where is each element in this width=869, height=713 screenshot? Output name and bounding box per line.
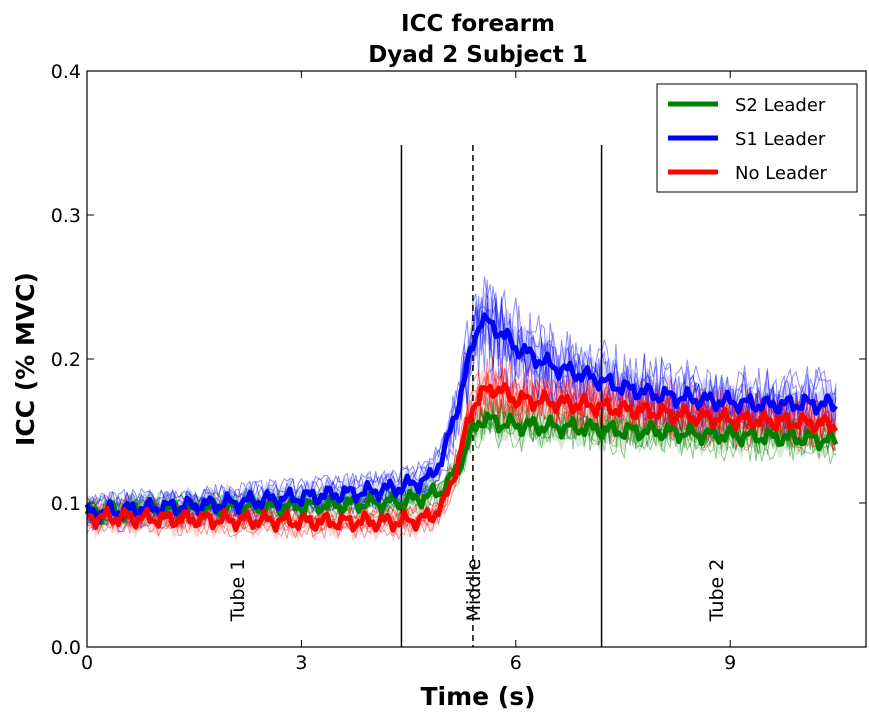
series-line-2 [86,382,839,533]
legend-label-0: S2 Leader [735,95,826,116]
y-tick-label-4: 0.4 [51,61,81,83]
legend: S2 Leader S1 Leader No Leader [656,83,858,193]
x-tick-label-2: 6 [510,652,522,674]
y-axis-label: ICC (% MVC) [11,272,40,446]
x-axis-label: Time (s) [420,682,535,711]
region-label-0: Tube 1 [227,559,249,623]
series-lines [84,312,839,533]
series-line-1 [84,312,838,525]
region-dividers [400,145,603,647]
legend-label-1: S1 Leader [735,129,826,150]
legend-label-2: No Leader [735,163,828,184]
chart-title: ICC forearm [401,11,555,37]
axis-ticks: 0 3 6 9 0.0 0.1 0.2 0.3 0.4 [51,61,866,674]
y-tick-label-2: 0.2 [51,349,81,371]
region-label-2: Tube 2 [706,559,728,623]
chart-subtitle: Dyad 2 Subject 1 [368,42,588,68]
x-tick-label-3: 9 [724,652,736,674]
x-tick-label-1: 3 [295,652,307,674]
y-tick-label-1: 0.1 [51,493,81,515]
trace-1-1 [86,292,837,510]
region-label-1: Middle [463,559,485,622]
y-tick-label-0: 0.0 [51,637,81,659]
y-tick-label-3: 0.3 [51,205,81,227]
x-tick-label-0: 0 [81,652,93,674]
region-labels: Tube 1 Middle Tube 2 [227,559,728,623]
